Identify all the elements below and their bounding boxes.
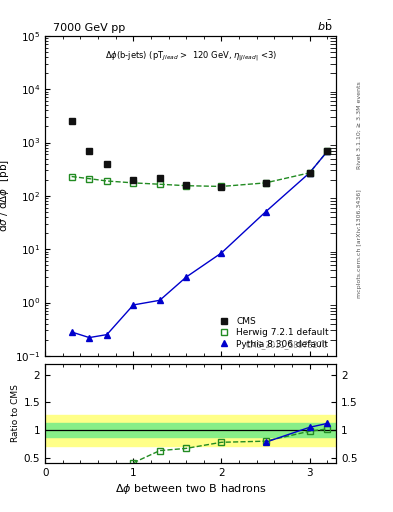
Pythia 8.306 default — [158, 297, 162, 304]
Text: CMS_2011_S8973270: CMS_2011_S8973270 — [245, 340, 327, 349]
Herwig 7.2.1 default — [307, 170, 312, 176]
Pythia 8.306 default — [263, 209, 268, 215]
CMS — [325, 148, 330, 155]
Herwig 7.2.1 default — [105, 178, 109, 184]
Line: Pythia 8.306 default: Pythia 8.306 default — [68, 148, 331, 340]
Text: b$\bar{\rm b}$: b$\bar{\rm b}$ — [317, 19, 332, 33]
X-axis label: $\Delta\phi$ between two B hadrons: $\Delta\phi$ between two B hadrons — [115, 482, 266, 497]
Y-axis label: d$\sigma$ / d$\Delta\phi$  [pb]: d$\sigma$ / d$\Delta\phi$ [pb] — [0, 159, 11, 232]
Bar — [45, 415, 336, 445]
Bar — [45, 423, 336, 437]
CMS — [219, 184, 224, 190]
Herwig 7.2.1 default — [263, 180, 268, 186]
CMS — [307, 170, 312, 176]
Text: Rivet 3.1.10; ≥ 3.3M events: Rivet 3.1.10; ≥ 3.3M events — [357, 81, 362, 169]
Herwig 7.2.1 default — [69, 174, 74, 180]
CMS — [263, 180, 268, 186]
Herwig 7.2.1 default — [325, 148, 330, 155]
Herwig 7.2.1 default — [158, 181, 162, 187]
CMS — [158, 175, 162, 181]
Y-axis label: Ratio to CMS: Ratio to CMS — [11, 385, 20, 442]
Pythia 8.306 default — [105, 332, 109, 338]
CMS — [184, 182, 189, 188]
Pythia 8.306 default — [219, 250, 224, 256]
Line: Herwig 7.2.1 default: Herwig 7.2.1 default — [68, 148, 331, 189]
Text: $\Delta\phi$(b-jets) (pT$_{Jlead}$ >  120 GeV, $\eta_{|Jlead|}$ <3): $\Delta\phi$(b-jets) (pT$_{Jlead}$ > 120… — [105, 50, 277, 65]
Herwig 7.2.1 default — [87, 176, 92, 182]
CMS — [87, 147, 92, 154]
Herwig 7.2.1 default — [184, 183, 189, 189]
CMS — [105, 161, 109, 167]
Text: mcplots.cern.ch [arXiv:1306.3436]: mcplots.cern.ch [arXiv:1306.3436] — [357, 189, 362, 298]
Pythia 8.306 default — [325, 148, 330, 155]
Text: 7000 GeV pp: 7000 GeV pp — [53, 23, 125, 33]
Pythia 8.306 default — [307, 170, 312, 176]
Pythia 8.306 default — [69, 329, 74, 335]
CMS — [69, 118, 74, 124]
Legend: CMS, Herwig 7.2.1 default, Pythia 8.306 default: CMS, Herwig 7.2.1 default, Pythia 8.306 … — [212, 314, 332, 351]
Pythia 8.306 default — [131, 302, 136, 308]
Line: CMS: CMS — [68, 118, 331, 190]
CMS — [131, 177, 136, 183]
Pythia 8.306 default — [184, 274, 189, 280]
Pythia 8.306 default — [87, 334, 92, 340]
Herwig 7.2.1 default — [219, 183, 224, 189]
Herwig 7.2.1 default — [131, 180, 136, 186]
